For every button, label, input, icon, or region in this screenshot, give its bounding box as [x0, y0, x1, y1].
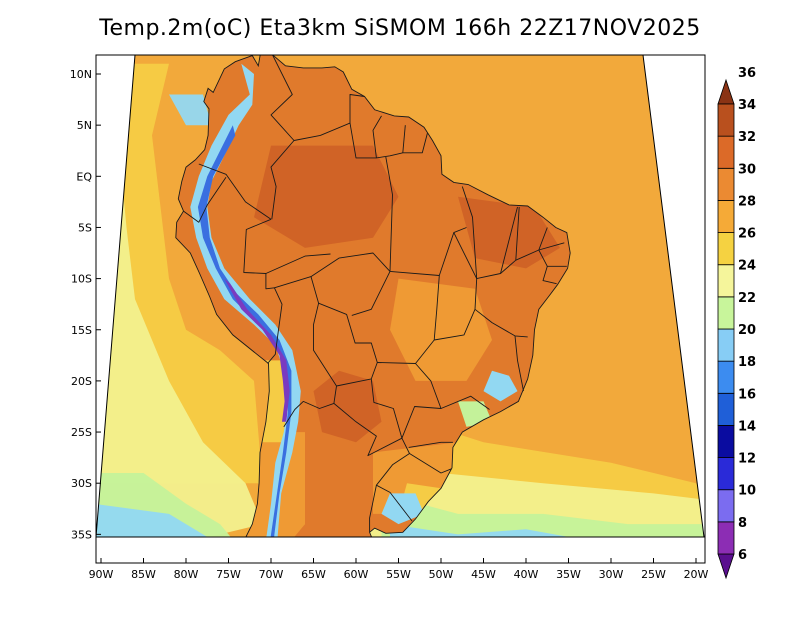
lat-tick-label: 10S: [71, 273, 92, 286]
colorbar-label: 8: [738, 516, 747, 531]
colorbar-label: 28: [738, 194, 756, 209]
colorbar-label: 32: [738, 130, 756, 145]
lat-tick-label: EQ: [76, 170, 92, 183]
colorbar-label: 30: [738, 162, 756, 177]
lon-tick-label: 65W: [301, 568, 326, 581]
colorbar-label: 16: [738, 387, 756, 402]
lon-tick-label: 50W: [429, 568, 454, 581]
colorbar-swatch: [717, 392, 735, 426]
colorbar-swatch: [717, 296, 735, 330]
lon-tick-label: 25W: [641, 568, 666, 581]
lon-tick-label: 55W: [386, 568, 411, 581]
colorbar-label: 20: [738, 323, 756, 338]
colorbar-label: 14: [738, 419, 756, 434]
land-temperature-detail: [190, 63, 560, 537]
colorbar-lower-extend: [717, 553, 735, 580]
map-title: Temp.2m(oC) Eta3km SiSMOM 166h 22Z17NOV2…: [99, 16, 701, 41]
lon-tick-label: 75W: [216, 568, 241, 581]
colorbar-upper-extend: [717, 78, 735, 105]
lat-tick-label: 5S: [78, 221, 92, 234]
colorbar-swatch: [717, 167, 735, 201]
longitude-axis: 90W 85W 80W 75W 70W 65W 60W 55W 50W 45W 40W 35W 30W 2…: [89, 558, 709, 581]
lat-tick-label: 15S: [71, 324, 92, 337]
lon-tick-label: 90W: [89, 568, 114, 581]
colorbar-label: 26: [738, 227, 756, 242]
lat-tick-label: 5N: [77, 119, 92, 132]
latitude-axis: 10N 5N EQ 5S 10S 15S 20S 25S 30S 35S: [70, 68, 101, 541]
map-domain: [96, 55, 704, 537]
lon-tick-label: 70W: [259, 568, 284, 581]
lat-tick-label: 35S: [71, 528, 92, 541]
colorbar-swatch: [717, 328, 735, 362]
colorbar-swatch: [717, 457, 735, 491]
colorbar-swatch: [717, 232, 735, 266]
colorbar-swatch: [717, 360, 735, 394]
colorbar-swatch: [717, 103, 735, 137]
plot-frame: [95, 54, 706, 564]
lon-tick-label: 20W: [684, 568, 709, 581]
colorbar-label: 22: [738, 291, 756, 306]
lon-tick-label: 35W: [556, 568, 581, 581]
lon-tick-label: 45W: [471, 568, 496, 581]
colorbar-swatch: [717, 200, 735, 233]
lon-tick-label: 60W: [344, 568, 369, 581]
colorbar-label: 10: [738, 484, 756, 499]
colorbar-label: 36: [738, 66, 756, 81]
colorbar: 6 8 10 12 14 16 18 20 22 24 26 28 30 32 34 36: [717, 66, 756, 580]
lat-tick-label: 25S: [71, 426, 92, 439]
country-state-borders: [175, 55, 571, 537]
lat-tick-label: 20S: [71, 375, 92, 388]
lat-tick-label: 30S: [71, 477, 92, 490]
colorbar-swatch: [717, 264, 735, 298]
colorbar-label: 12: [738, 452, 756, 467]
lon-tick-label: 85W: [131, 568, 156, 581]
colorbar-label: 18: [738, 355, 756, 370]
colorbar-swatch: [717, 135, 735, 169]
lon-tick-label: 40W: [514, 568, 539, 581]
colorbar-swatch: [717, 521, 735, 555]
lon-tick-label: 30W: [599, 568, 624, 581]
colorbar-label: 6: [738, 548, 747, 563]
colorbar-label: 24: [738, 259, 756, 274]
lat-tick-label: 10N: [70, 68, 92, 81]
colorbar-swatch: [717, 425, 735, 458]
colorbar-swatch: [717, 489, 735, 523]
colorbar-label: 34: [738, 98, 756, 113]
lon-tick-label: 80W: [174, 568, 199, 581]
